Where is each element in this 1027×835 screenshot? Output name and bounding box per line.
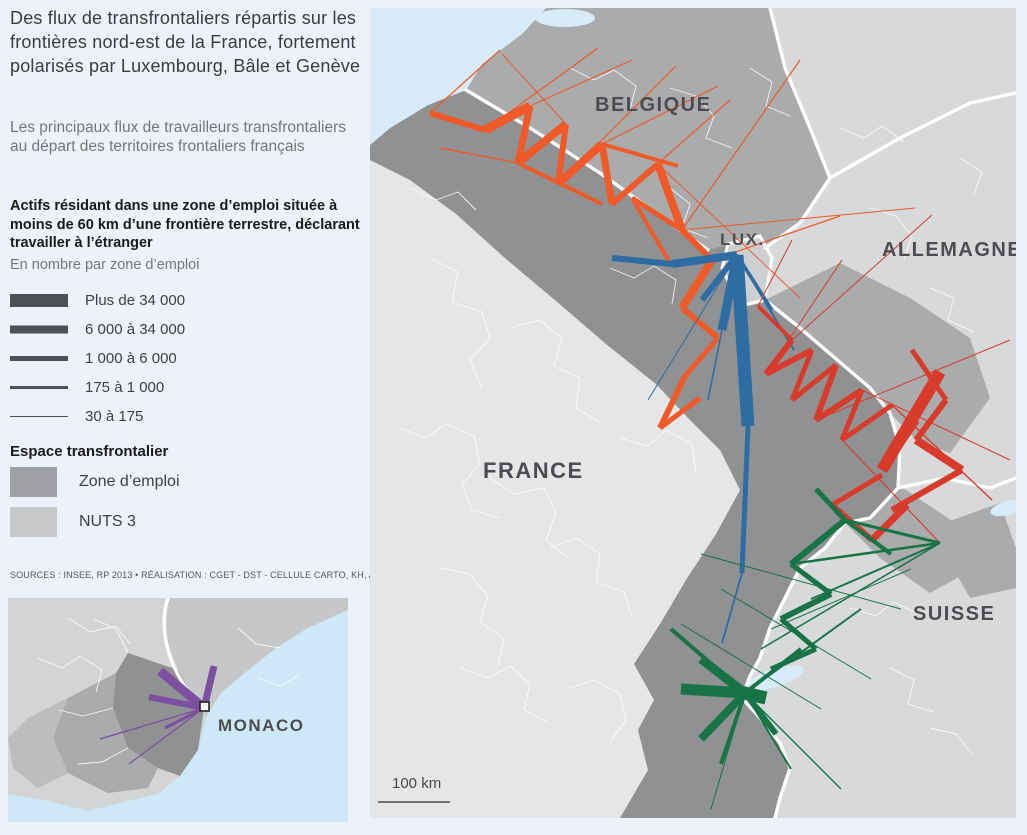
- legend-area-row: Zone d’emploi: [10, 467, 180, 497]
- zone-emploi-swatch: [10, 467, 57, 497]
- lake-geneva: [746, 665, 804, 691]
- region-switzerland-nuts3: [845, 486, 975, 593]
- legend-heading: Actifs résidant dans une zone d’emploi s…: [10, 198, 360, 252]
- monaco-marker: [199, 701, 210, 712]
- inset-map-monaco: MONACO: [8, 598, 348, 822]
- legend-row-label: 6 000 à 34 000: [85, 321, 186, 338]
- north-sea: [370, 8, 546, 145]
- estuary: [535, 9, 595, 27]
- flow-width-swatch: [10, 356, 68, 361]
- legend-row: 30 à 175: [10, 402, 366, 431]
- page-subtitle: Les principaux flux de travailleurs tran…: [10, 119, 346, 156]
- legend-row: 175 à 1 000: [10, 373, 366, 402]
- label-lux: LUX.: [720, 230, 765, 249]
- flow-width-swatch: [10, 294, 68, 307]
- legend-area-row: NUTS 3: [10, 507, 136, 537]
- main-map: BELGIQUE LUX. ALLEMAGNE FRANCE SUISSE 10…: [370, 8, 1016, 818]
- label-france: FRANCE: [483, 458, 584, 483]
- region-switzerland-nuts3: [930, 503, 1016, 598]
- label-belgique: BELGIQUE: [595, 94, 711, 116]
- legend-row: 1 000 à 6 000: [10, 344, 366, 373]
- flow-width-swatch: [10, 386, 68, 389]
- scale-bar: 100 km: [378, 775, 450, 803]
- legend-row-label: 30 à 175: [85, 408, 144, 425]
- espace-heading: Espace transfrontalier: [10, 443, 169, 460]
- flows-luxembourg: [611, 251, 795, 644]
- legend-area-label: NUTS 3: [79, 513, 136, 530]
- flows-switzerland: [669, 487, 941, 810]
- legend-row: 6 000 à 34 000: [10, 315, 366, 344]
- legend-row-label: Plus de 34 000: [85, 292, 186, 309]
- flow-width-swatch: [10, 416, 68, 417]
- sources-credit: SOURCES : INSEE, RP 2013 • RÉALISATION :…: [10, 570, 408, 580]
- legend-area-label: Zone d’emploi: [79, 473, 180, 490]
- region-belgium-nuts3: [466, 8, 830, 250]
- page-title: Des flux de transfrontaliers répartis su…: [10, 8, 361, 77]
- legend-row-label: 175 à 1 000: [85, 379, 165, 396]
- label-suisse: SUISSE: [913, 603, 995, 625]
- flow-width-swatch: [10, 325, 68, 334]
- inset-boundaries: [37, 617, 299, 765]
- scale-label: 100 km: [392, 775, 441, 792]
- legend-row-label: 1 000 à 6 000: [85, 350, 177, 367]
- inset-sea: [8, 610, 348, 822]
- inset-nuts3: [8, 698, 68, 788]
- region-france-frontier-zone: [370, 90, 900, 818]
- nuts3-swatch: [10, 507, 57, 537]
- flow-width-legend: Plus de 34 000 6 000 à 34 000 1 000 à 6 …: [10, 286, 366, 431]
- flows-belgium: [429, 47, 916, 430]
- flows-monaco: [99, 665, 218, 765]
- region-germany-nuts3: [765, 263, 990, 453]
- legend-row: Plus de 34 000: [10, 286, 366, 315]
- legend-unit: En nombre par zone d’emploi: [10, 257, 200, 273]
- label-monaco: MONACO: [218, 716, 304, 735]
- inset-zone-medium: [53, 673, 158, 793]
- label-allemagne: ALLEMAGNE: [882, 239, 1016, 261]
- department-boundaries: [399, 67, 983, 755]
- lake-constance: [990, 499, 1016, 517]
